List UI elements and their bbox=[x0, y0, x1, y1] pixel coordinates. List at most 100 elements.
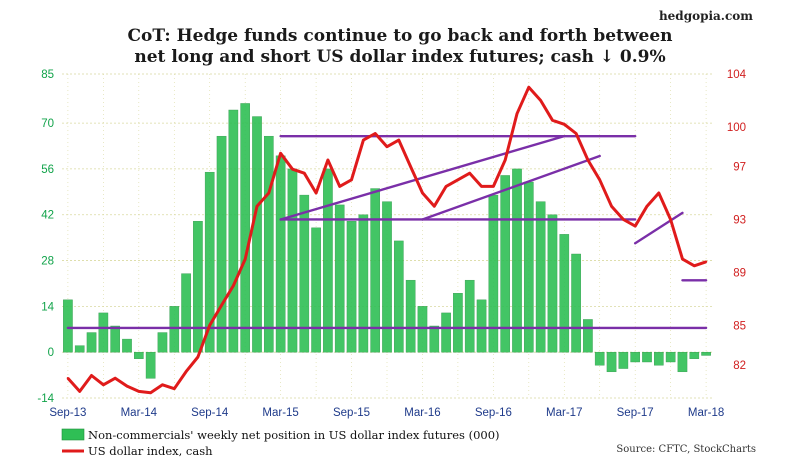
line-point-Apr-15 bbox=[291, 168, 294, 171]
line-point-Apr-16 bbox=[433, 205, 436, 208]
line-point-Dec-13 bbox=[102, 383, 105, 386]
source-note: Source: CFTC, StockCharts bbox=[616, 444, 756, 455]
bar-Jun-17 bbox=[594, 351, 605, 366]
chart-title-line-1: CoT: Hedge funds continue to go back and… bbox=[127, 26, 672, 46]
bar-Dec-15 bbox=[382, 201, 392, 353]
bar-Jun-16 bbox=[453, 293, 463, 353]
bar-Oct-17 bbox=[642, 351, 652, 363]
line-point-Oct-13 bbox=[78, 390, 81, 393]
line-point-Sep-13 bbox=[66, 376, 70, 380]
line-point-Jun-17 bbox=[598, 178, 601, 181]
line-point-Nov-15 bbox=[373, 132, 377, 135]
chart-title-line-2: net long and short US dollar index futur… bbox=[134, 47, 665, 67]
x-tick-label-9: Mar-18 bbox=[688, 407, 724, 419]
trendline-2 bbox=[279, 134, 566, 221]
right-tick-label-0: 104 bbox=[727, 69, 747, 81]
site-label: hedgopia.com bbox=[659, 9, 753, 23]
bar-Jan-14 bbox=[110, 325, 120, 353]
line-point-May-15 bbox=[303, 171, 306, 175]
bar-Nov-14 bbox=[228, 109, 239, 353]
line-point-May-17 bbox=[586, 158, 590, 162]
x-tick-label-8: Sep-17 bbox=[617, 407, 654, 419]
bar-Jul-16 bbox=[464, 279, 475, 353]
bar-Aug-15 bbox=[334, 204, 345, 353]
line-point-Mar-18 bbox=[704, 260, 708, 263]
left-tick-label-7: -14 bbox=[37, 393, 54, 405]
line-point-Jun-16 bbox=[456, 178, 460, 181]
bar-Sep-13 bbox=[63, 299, 73, 353]
left-tick-label-2: 56 bbox=[41, 164, 54, 176]
bar-Jul-17 bbox=[606, 351, 617, 373]
bar-Oct-14 bbox=[216, 135, 227, 353]
bar-Apr-17 bbox=[571, 253, 581, 353]
bar-Aug-14 bbox=[193, 221, 203, 353]
bar-Feb-16 bbox=[405, 279, 416, 353]
line-point-Apr-14 bbox=[149, 391, 152, 394]
left-tick-label-5: 14 bbox=[41, 301, 54, 313]
right-tick-label-5: 85 bbox=[733, 320, 746, 332]
line-point-May-16 bbox=[444, 185, 448, 188]
line-series bbox=[66, 85, 708, 395]
line-point-Oct-17 bbox=[645, 205, 649, 208]
line-point-Feb-14 bbox=[125, 384, 129, 388]
bar-Feb-14 bbox=[122, 338, 132, 353]
bar-Oct-13 bbox=[74, 345, 85, 353]
line-point-Nov-17 bbox=[657, 191, 661, 195]
legend: Non-commercials' weekly net position in … bbox=[61, 428, 500, 458]
bar-Sep-15 bbox=[346, 221, 357, 353]
line-point-Nov-13 bbox=[90, 374, 93, 377]
line-point-Feb-18 bbox=[693, 264, 696, 267]
x-tick-label-6: Sep-16 bbox=[475, 407, 512, 419]
right-tick-label-4: 89 bbox=[733, 267, 746, 279]
line-point-Dec-14 bbox=[243, 257, 247, 261]
left-tick-label-4: 28 bbox=[41, 256, 54, 268]
bar-Feb-18 bbox=[689, 351, 700, 359]
bar-Jun-15 bbox=[311, 227, 321, 353]
bar-May-16 bbox=[441, 312, 451, 353]
line-point-Jan-16 bbox=[397, 138, 401, 142]
line-point-Aug-15 bbox=[338, 185, 341, 188]
line-point-Jun-15 bbox=[314, 191, 318, 195]
line-point-Sep-14 bbox=[208, 324, 211, 327]
x-tick-label-3: Mar-15 bbox=[262, 407, 298, 419]
legend-swatch-bars bbox=[61, 428, 85, 441]
line-point-Nov-14 bbox=[232, 284, 235, 287]
bar-Mar-17 bbox=[559, 234, 570, 353]
line-point-Jan-18 bbox=[681, 257, 684, 261]
bar-May-17 bbox=[583, 319, 593, 353]
right-tick-label-1: 100 bbox=[727, 122, 746, 134]
bar-Feb-17 bbox=[547, 214, 558, 353]
x-tick-label-5: Mar-16 bbox=[404, 407, 440, 419]
right-tick-label-6: 82 bbox=[733, 360, 746, 372]
right-tick-label-2: 97 bbox=[733, 162, 746, 174]
bar-Nov-16 bbox=[512, 168, 522, 353]
line-point-Feb-16 bbox=[409, 165, 412, 168]
x-tick-label-4: Sep-15 bbox=[333, 407, 370, 419]
bar-Apr-14 bbox=[145, 351, 156, 379]
line-point-Dec-17 bbox=[669, 218, 672, 221]
bar-Aug-17 bbox=[618, 351, 629, 369]
bar-Sep-17 bbox=[630, 351, 640, 363]
line-point-Mar-15 bbox=[279, 152, 282, 155]
line-point-Oct-16 bbox=[503, 158, 507, 162]
bar-Aug-16 bbox=[476, 299, 487, 353]
bar-Apr-15 bbox=[287, 168, 298, 353]
line-point-Jan-17 bbox=[539, 99, 542, 102]
bar-Mar-14 bbox=[134, 351, 144, 359]
bar-Jan-17 bbox=[535, 201, 546, 353]
line-point-Jan-14 bbox=[113, 376, 117, 380]
line-point-Nov-16 bbox=[515, 112, 519, 115]
bar-Jul-14 bbox=[181, 273, 191, 353]
line-point-Feb-15 bbox=[267, 191, 271, 195]
bar-Dec-14 bbox=[240, 103, 250, 353]
line-point-Aug-14 bbox=[196, 355, 200, 359]
legend-label-line: US dollar index, cash bbox=[88, 444, 213, 458]
bar-May-14 bbox=[157, 332, 168, 353]
bar-Oct-15 bbox=[358, 214, 369, 353]
left-tick-label-6: 0 bbox=[48, 347, 54, 359]
right-tick-label-3: 93 bbox=[733, 214, 746, 226]
line-point-Jul-16 bbox=[468, 171, 471, 175]
line-point-Feb-17 bbox=[551, 119, 554, 122]
bar-Dec-17 bbox=[665, 351, 676, 363]
